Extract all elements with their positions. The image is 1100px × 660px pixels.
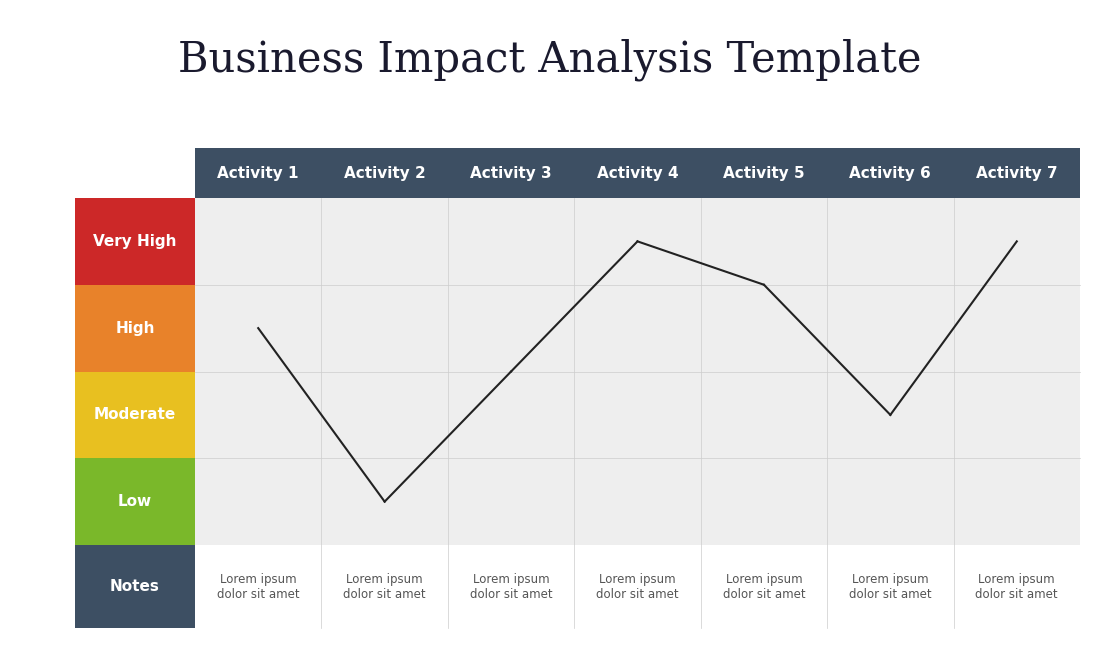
Text: Low: Low [118,494,152,509]
Text: High: High [116,321,155,336]
Text: Lorem ipsum
dolor sit amet: Lorem ipsum dolor sit amet [849,572,932,601]
Text: Lorem ipsum
dolor sit amet: Lorem ipsum dolor sit amet [343,572,426,601]
Text: Moderate: Moderate [94,407,176,422]
Text: Activity 2: Activity 2 [344,166,426,180]
Text: Lorem ipsum
dolor sit amet: Lorem ipsum dolor sit amet [723,572,805,601]
Text: Activity 4: Activity 4 [596,166,679,180]
Text: Lorem ipsum
dolor sit amet: Lorem ipsum dolor sit amet [470,572,552,601]
Text: Activity 7: Activity 7 [976,166,1057,180]
Text: Activity 6: Activity 6 [849,166,932,180]
Text: Notes: Notes [110,579,160,594]
Text: Very High: Very High [94,234,177,249]
Text: Lorem ipsum
dolor sit amet: Lorem ipsum dolor sit amet [976,572,1058,601]
Text: Lorem ipsum
dolor sit amet: Lorem ipsum dolor sit amet [217,572,299,601]
Text: Lorem ipsum
dolor sit amet: Lorem ipsum dolor sit amet [596,572,679,601]
Text: Activity 1: Activity 1 [218,166,299,180]
Text: Activity 5: Activity 5 [723,166,805,180]
Text: Activity 3: Activity 3 [471,166,552,180]
Text: Business Impact Analysis Template: Business Impact Analysis Template [178,39,922,81]
